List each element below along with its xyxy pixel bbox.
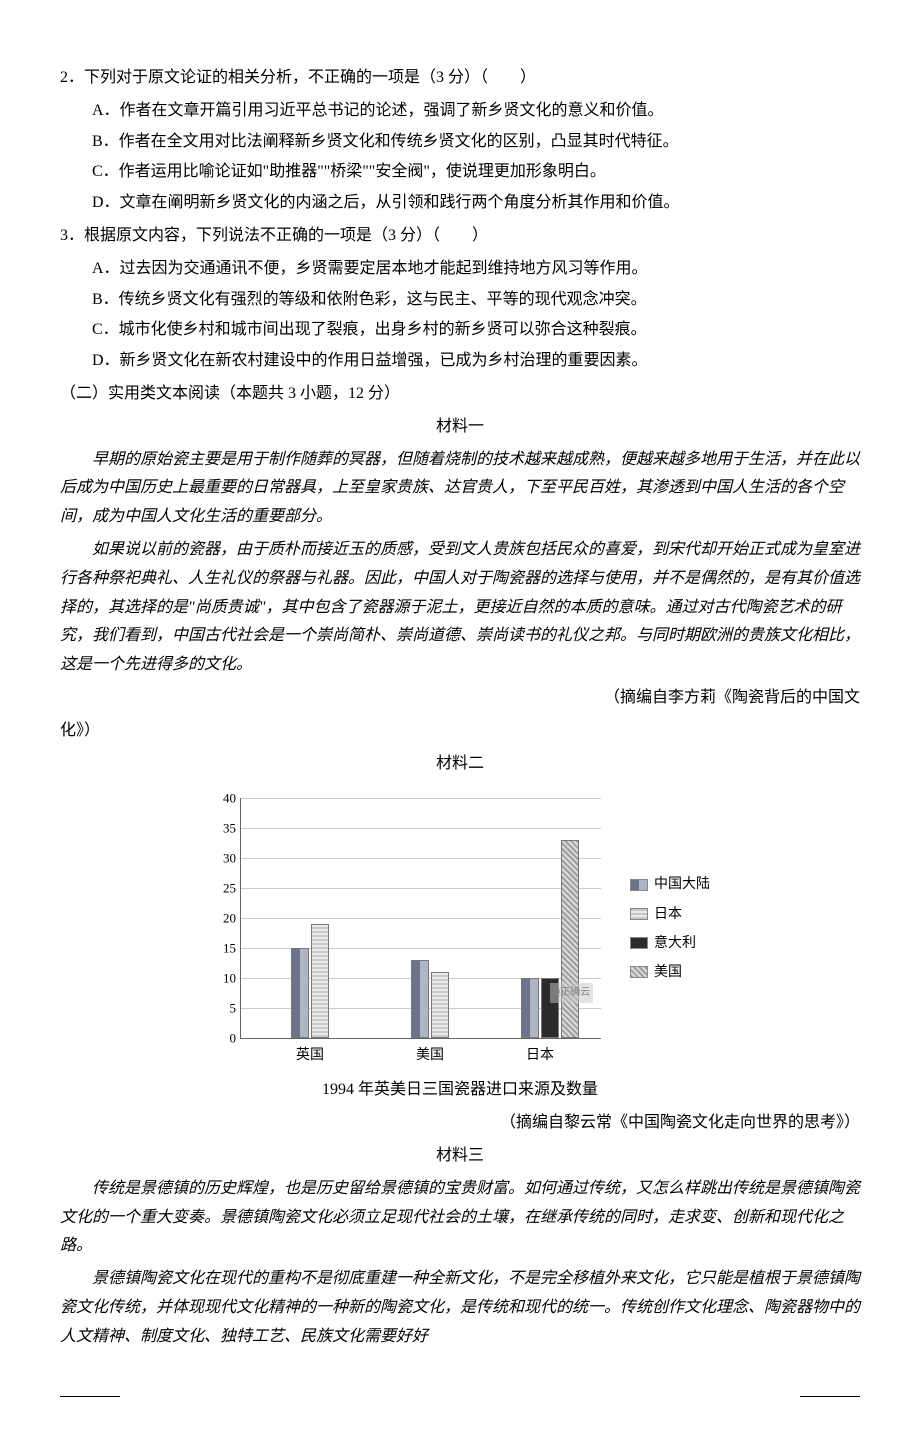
chart-bar-group xyxy=(411,960,449,1038)
chart-plot-area xyxy=(240,798,601,1039)
chart-ytick: 5 xyxy=(200,997,236,1020)
chart-ytick: 20 xyxy=(200,907,236,930)
q2-option-c: C．作者运用比喻论证如"助推器""桥梁""安全阀"，使说理更加形象明白。 xyxy=(60,158,860,187)
q3-option-b: B．传统乡贤文化有强烈的等级和依附色彩，这与民主、平等的现代观念冲突。 xyxy=(60,286,860,315)
page-footer xyxy=(60,1356,860,1397)
chart-caption: 1994 年英美日三国瓷器进口来源及数量 xyxy=(60,1076,860,1105)
chart-ytick: 30 xyxy=(200,847,236,870)
chart-ytick: 35 xyxy=(200,817,236,840)
chart-ytick: 40 xyxy=(200,787,236,810)
chart-legend-item: 中国大陆 xyxy=(630,872,710,897)
chart-watermark: Q正确云 xyxy=(550,983,593,1003)
chart-legend-label: 美国 xyxy=(654,960,682,985)
chart-bar-group xyxy=(521,840,579,1038)
chart-bar xyxy=(291,948,309,1038)
chart-container: 中国大陆日本意大利美国 0510152025303540英国美国日本Q正确云 xyxy=(60,788,860,1068)
q3-option-c: C．城市化使乡村和城市间出现了裂痕，出身乡村的新乡贤可以弥合这种裂痕。 xyxy=(60,316,860,345)
chart-legend-label: 中国大陆 xyxy=(654,872,710,897)
chart-ytick: 25 xyxy=(200,877,236,900)
chart-ytick: 15 xyxy=(200,937,236,960)
q2-option-a: A．作者在文章开篇引用习近平总书记的论述，强调了新乡贤文化的意义和价值。 xyxy=(60,97,860,126)
chart-legend-swatch xyxy=(630,966,648,978)
material1-source-right: （摘编自李方莉《陶瓷背后的中国文 xyxy=(60,684,860,713)
chart-gridline xyxy=(241,828,601,829)
material3-p2: 景德镇陶瓷文化在现代的重构不是彻底重建一种全新文化，不是完全移植外来文化，它只能… xyxy=(60,1265,860,1351)
chart-xlabel: 日本 xyxy=(500,1043,580,1068)
material1-p2: 如果说以前的瓷器，由于质朴而接近玉的质感，受到文人贵族包括民众的喜爱，到宋代却开… xyxy=(60,536,860,680)
material1-p1: 早期的原始瓷主要是用于制作随葬的冥器，但随着烧制的技术越来越成熟，便越来越多地用… xyxy=(60,446,860,532)
chart-bar xyxy=(311,924,329,1038)
footer-line-right xyxy=(800,1396,860,1397)
material1-source-left: 化》） xyxy=(60,717,860,746)
q2-stem: 2．下列对于原文论证的相关分析，不正确的一项是（3 分）（ ） xyxy=(60,64,860,93)
material2-source: （摘编自黎云常《中国陶瓷文化走向世界的思考》） xyxy=(60,1109,860,1138)
chart-legend-item: 美国 xyxy=(630,960,710,985)
chart-legend-swatch xyxy=(630,937,648,949)
chart-bar-group xyxy=(291,924,329,1038)
section2-header: （二）实用类文本阅读（本题共 3 小题，12 分） xyxy=(60,380,860,409)
material2-title: 材料二 xyxy=(60,750,860,779)
chart-bar xyxy=(411,960,429,1038)
footer-line-left xyxy=(60,1396,120,1397)
chart-gridline xyxy=(241,798,601,799)
q3-stem: 3．根据原文内容，下列说法不正确的一项是（3 分）（ ） xyxy=(60,222,860,251)
chart-legend-swatch xyxy=(630,908,648,920)
chart-bar xyxy=(521,978,539,1038)
chart-legend-label: 意大利 xyxy=(654,931,696,956)
q2-option-d: D．文章在阐明新乡贤文化的内涵之后，从引领和践行两个角度分析其作用和价值。 xyxy=(60,189,860,218)
chart-bar xyxy=(561,840,579,1038)
material3-p1: 传统是景德镇的历史辉煌，也是历史留给景德镇的宝贵财富。如何通过传统，又怎么样跳出… xyxy=(60,1175,860,1261)
chart-xlabel: 英国 xyxy=(270,1043,350,1068)
chart-legend-label: 日本 xyxy=(654,902,682,927)
bar-chart: 中国大陆日本意大利美国 0510152025303540英国美国日本Q正确云 xyxy=(200,788,720,1068)
q3-option-a: A．过去因为交通通讯不便，乡贤需要定居本地才能起到维持地方风习等作用。 xyxy=(60,255,860,284)
q3-option-d: D．新乡贤文化在新农村建设中的作用日益增强，已成为乡村治理的重要因素。 xyxy=(60,347,860,376)
chart-ytick: 0 xyxy=(200,1027,236,1050)
chart-legend-item: 日本 xyxy=(630,902,710,927)
chart-xlabel: 美国 xyxy=(390,1043,470,1068)
material1-title: 材料一 xyxy=(60,413,860,442)
chart-legend-swatch xyxy=(630,879,648,891)
chart-legend: 中国大陆日本意大利美国 xyxy=(630,868,710,989)
chart-ytick: 10 xyxy=(200,967,236,990)
material3-title: 材料三 xyxy=(60,1142,860,1171)
chart-legend-item: 意大利 xyxy=(630,931,710,956)
chart-bar xyxy=(431,972,449,1038)
q2-option-b: B．作者在全文用对比法阐释新乡贤文化和传统乡贤文化的区别，凸显其时代特征。 xyxy=(60,128,860,157)
